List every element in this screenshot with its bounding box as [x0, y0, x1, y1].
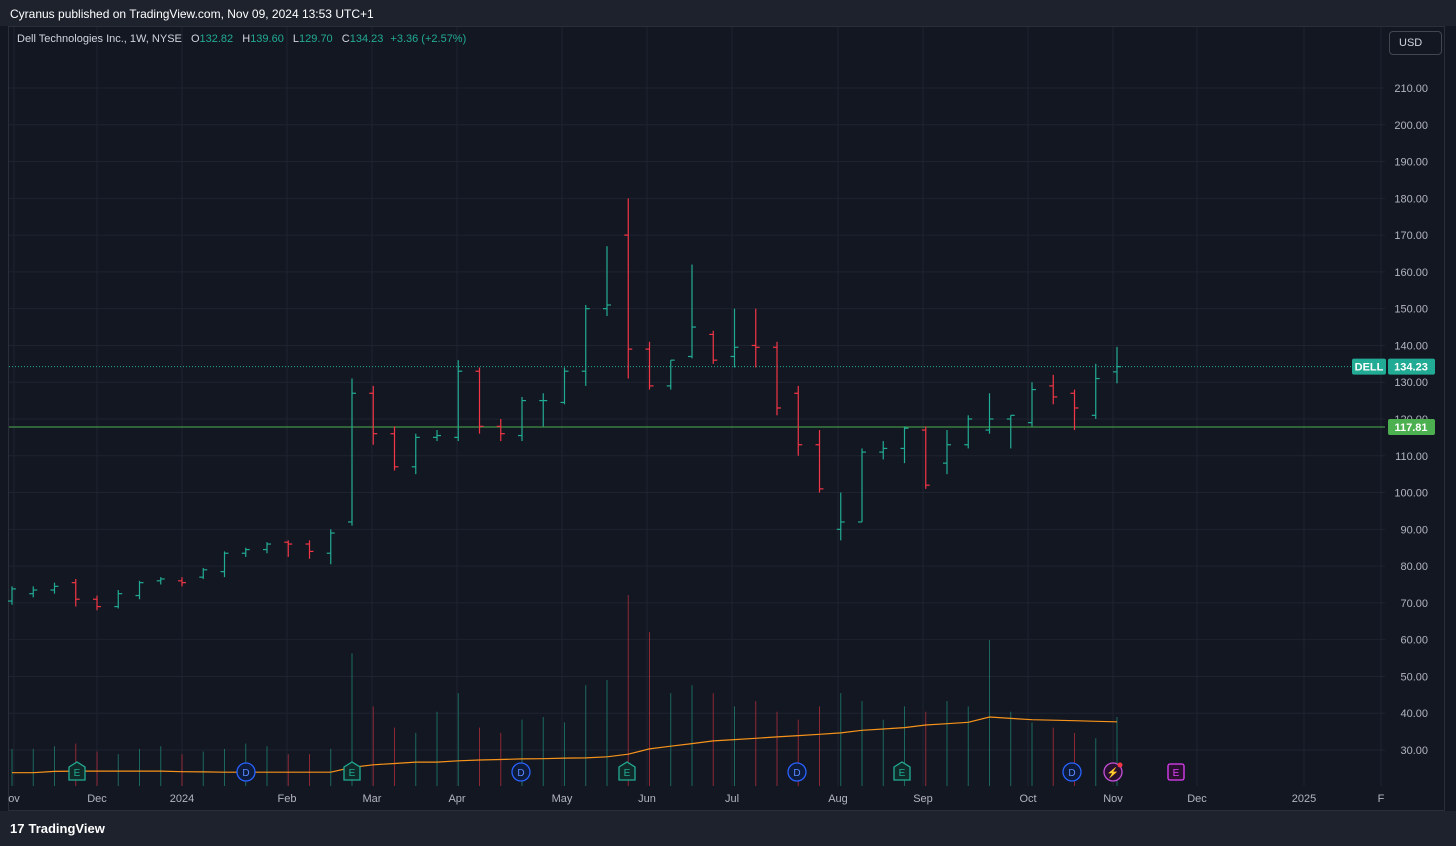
tradingview-logo[interactable]: 17 TradingView: [10, 821, 105, 836]
legend-close-label: C: [341, 33, 350, 45]
tradingview-logo-icon: 17: [10, 821, 25, 836]
x-tick-label: F: [1378, 793, 1385, 805]
x-tick-label: 2025: [1292, 793, 1316, 805]
price-symbol-badge: [1352, 358, 1386, 375]
y-tick-label: 190.00: [1394, 157, 1428, 169]
level-value-badge: [1388, 419, 1435, 436]
event-label: E: [74, 768, 81, 779]
price-symbol-text: DELL: [1355, 362, 1384, 374]
x-tick-label: Jun: [638, 793, 656, 805]
event-label: E: [899, 768, 906, 779]
y-tick-label: 100.00: [1394, 488, 1428, 500]
y-tick-label: 200.00: [1394, 120, 1428, 132]
x-tick-label: May: [552, 793, 573, 805]
price-value-badge: [1388, 358, 1435, 375]
event-label: E: [624, 768, 631, 779]
dividend-event-icon: [1062, 762, 1082, 782]
tradingview-brand-text: TradingView: [28, 821, 105, 836]
x-tick-label: Dec: [1187, 793, 1207, 805]
earnings-event-icon: [68, 761, 86, 781]
y-tick-label: 160.00: [1394, 267, 1428, 279]
legend-high-label: H: [242, 33, 251, 45]
y-tick-label: 170.00: [1394, 230, 1428, 242]
event-label: ⚡: [1107, 766, 1119, 779]
y-tick-label: 130.00: [1394, 377, 1428, 389]
legend-open-label: O: [190, 33, 200, 45]
x-tick-label: Oct: [1019, 793, 1036, 805]
x-tick-label: Jul: [725, 793, 739, 805]
earnings-event-icon: [343, 761, 361, 781]
legend-low: 129.70: [299, 33, 333, 45]
event-label: D: [793, 768, 800, 779]
published-text: Cyranus published on TradingView.com, No…: [10, 7, 374, 21]
event-new-dot: [1117, 762, 1123, 768]
legend-change: +3.36 (+2.57%): [390, 33, 467, 45]
x-tick-label: ov: [8, 793, 20, 805]
event-label: D: [242, 768, 249, 779]
x-tick-label: 2024: [170, 793, 194, 805]
event-label: D: [517, 768, 524, 779]
dividend-event-icon: [787, 762, 807, 782]
x-tick-label: Dec: [87, 793, 107, 805]
legend-low-label: L: [292, 33, 300, 45]
footer-bar: 17 TradingView: [0, 811, 1456, 846]
earnings-event-icon: [893, 761, 911, 781]
x-tick-label: Feb: [278, 793, 297, 805]
y-tick-label: 140.00: [1394, 340, 1428, 352]
y-tick-label: 30.00: [1400, 745, 1428, 757]
chart-frame: [8, 26, 1445, 811]
legend-close: 134.23: [349, 33, 384, 45]
y-tick-label: 180.00: [1394, 193, 1428, 205]
dividend-event-icon: [236, 762, 256, 782]
event-label: D: [1068, 768, 1075, 779]
y-tick-label: 40.00: [1400, 708, 1428, 720]
event-label: E: [349, 768, 356, 779]
split-event-icon: [1103, 762, 1123, 782]
legend-open: 132.82: [199, 33, 234, 45]
y-tick-label: 70.00: [1400, 598, 1428, 610]
y-tick-label: 90.00: [1400, 524, 1428, 536]
x-tick-label: Nov: [1103, 793, 1123, 805]
y-tick-label: 60.00: [1400, 635, 1428, 647]
earnings-event-icon: [618, 761, 636, 781]
dividend-event-icon: [511, 762, 531, 782]
y-tick-label: 50.00: [1400, 671, 1428, 683]
future-earnings-event-icon: [1167, 763, 1185, 781]
level-value-text: 117.81: [1394, 422, 1427, 434]
event-label: E: [1173, 768, 1180, 779]
y-tick-label: 150.00: [1394, 304, 1428, 316]
currency-button[interactable]: USD: [1389, 31, 1442, 55]
volume-ma-line: [12, 716, 1118, 774]
x-tick-label: Sep: [913, 793, 933, 805]
price-value-text: 134.23: [1394, 362, 1428, 374]
y-tick-label: 80.00: [1400, 561, 1428, 573]
x-tick-label: Mar: [363, 793, 382, 805]
y-tick-label: 110.00: [1395, 451, 1428, 463]
legend-high: 139.60: [250, 33, 284, 45]
legend-title: Dell Technologies Inc., 1W, NYSE: [17, 33, 182, 45]
x-tick-label: Aug: [828, 793, 848, 805]
chart-legend: Dell Technologies Inc., 1W, NYSE O132.82…: [17, 33, 466, 45]
y-tick-label: 210.00: [1394, 83, 1428, 95]
top-bar: Cyranus published on TradingView.com, No…: [0, 0, 1456, 26]
x-tick-label: Apr: [448, 793, 465, 805]
